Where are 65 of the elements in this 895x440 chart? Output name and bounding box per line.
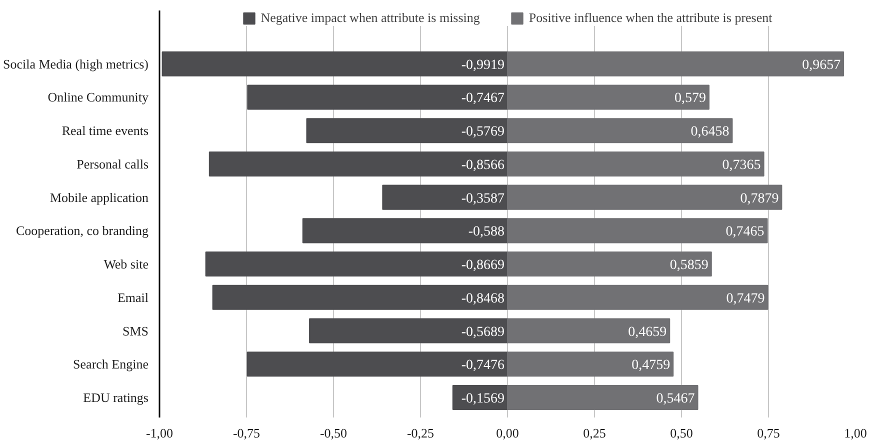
y-tick-label: Mobile application <box>50 190 149 205</box>
data-label: 0,6458 <box>690 124 730 140</box>
bar <box>507 151 764 176</box>
bar <box>507 118 733 144</box>
data-label: 0,9657 <box>802 58 841 73</box>
data-label: 0,7365 <box>722 158 761 173</box>
legend-label: Negative impact when attribute is missing <box>260 10 480 26</box>
x-tick-label: -0,50 <box>320 426 348 440</box>
bar <box>309 318 508 344</box>
data-label: -0,7467 <box>461 91 505 106</box>
data-label: -0,3587 <box>461 191 505 206</box>
data-label: -0,8468 <box>461 291 505 306</box>
data-label: -0,7476 <box>461 358 505 374</box>
bar <box>382 184 508 210</box>
data-label: 0,5467 <box>656 391 695 406</box>
bar <box>246 352 508 377</box>
y-tick-label: Search Engine <box>73 356 149 372</box>
bar <box>507 384 698 410</box>
data-label: 0,7479 <box>726 291 765 306</box>
y-tick-label: Web site <box>104 256 149 272</box>
data-label: -0,1569 <box>461 391 505 406</box>
y-tick-label: SMS <box>122 323 149 338</box>
x-tick-label: -1,00 <box>146 426 174 440</box>
bar <box>507 252 712 277</box>
x-tick-label: 0,75 <box>757 426 780 440</box>
bar <box>302 218 508 244</box>
x-tick-label: 0,25 <box>583 426 606 440</box>
x-tick-label: 0,50 <box>670 426 693 440</box>
bar <box>507 84 710 110</box>
bar <box>507 184 782 210</box>
bar <box>306 118 508 144</box>
y-tick-label: Socila Media (high metrics) <box>3 56 149 72</box>
data-label: 0,4659 <box>628 324 667 340</box>
y-tick-label: Personal calls <box>76 156 148 172</box>
x-tick-label: -0,25 <box>406 426 434 440</box>
bar <box>212 284 508 310</box>
bar <box>247 84 508 110</box>
data-label: 0,4759 <box>632 358 670 374</box>
y-tick-label: Email <box>117 290 149 305</box>
data-label: -0,588 <box>468 224 505 240</box>
y-tick-label: Online Community <box>48 90 149 105</box>
bar <box>507 352 674 377</box>
bar <box>162 51 508 76</box>
x-tick-label: 0,00 <box>496 426 519 440</box>
data-label: 0,7879 <box>740 191 779 206</box>
y-tick-label: Cooperation, co branding <box>16 223 149 238</box>
bar <box>507 284 768 310</box>
y-tick-label: EDU ratings <box>83 390 149 405</box>
bar <box>208 151 508 176</box>
bar <box>507 51 844 76</box>
data-label: -0,8566 <box>461 158 505 173</box>
legend-label: Positive influence when the attribute is present <box>528 10 772 26</box>
data-label: 0,579 <box>674 91 706 106</box>
x-tick-label: 1,00 <box>844 426 867 440</box>
data-label: -0,9919 <box>461 58 505 73</box>
data-label: -0,5689 <box>461 324 505 340</box>
x-tick-label: -0,75 <box>232 426 260 440</box>
data-label: 0,5859 <box>670 258 708 274</box>
bar <box>507 218 768 244</box>
bar <box>507 318 670 344</box>
y-tick-label: Real time events <box>62 123 148 138</box>
data-label: -0,5769 <box>461 124 505 140</box>
bar <box>205 252 508 277</box>
data-label: 0,7465 <box>726 224 764 240</box>
data-label: -0,8669 <box>461 258 505 274</box>
